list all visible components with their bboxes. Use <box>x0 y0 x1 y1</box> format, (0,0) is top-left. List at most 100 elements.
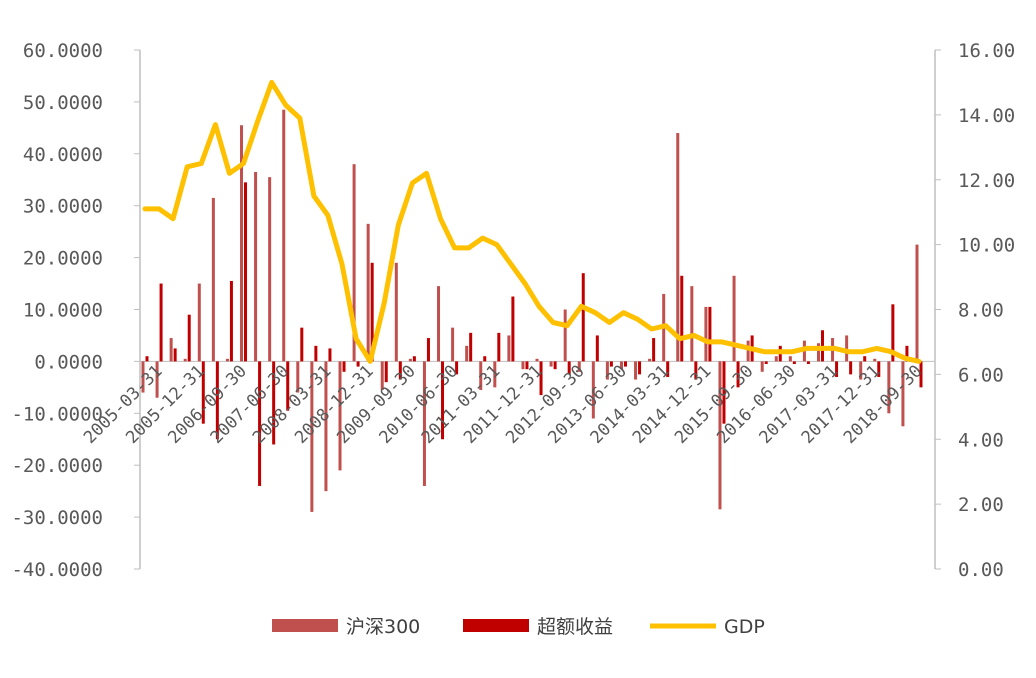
bar-excess <box>229 280 233 362</box>
bar-excess <box>820 330 824 362</box>
left-tick-label: 20.0000 <box>23 248 103 270</box>
bar-excess <box>595 335 599 362</box>
bar-excess <box>398 361 402 380</box>
bar-excess <box>469 332 473 362</box>
bar-excess <box>370 262 374 362</box>
bar-excess <box>666 361 670 377</box>
left-tick-label: 60.0000 <box>23 40 103 62</box>
bar-hs300 <box>155 361 159 398</box>
left-tick-label: 0.0000 <box>34 351 103 373</box>
bar-excess <box>328 348 332 362</box>
bar-hs300 <box>873 358 877 362</box>
bar-excess <box>173 348 177 362</box>
left-tick-label: 30.0000 <box>23 196 103 218</box>
bar-hs300 <box>549 361 553 367</box>
bar-hs300 <box>591 361 595 419</box>
legend-swatch-hs300 <box>272 619 338 632</box>
bar-hs300 <box>760 361 764 372</box>
bar-excess <box>314 345 318 362</box>
bar-hs300 <box>577 361 581 372</box>
bar-excess <box>201 361 205 424</box>
bar-excess <box>300 327 304 362</box>
right-axis-ticks: 16.00 14.00 12.00 10.00 8.00 6.00 4.00 2.00 0.00 <box>935 40 1015 581</box>
bar-hs300 <box>718 361 722 510</box>
bar-hs300 <box>845 335 849 362</box>
bar-hs300 <box>338 361 342 471</box>
left-tick-label: -10.0000 <box>11 403 103 425</box>
right-tick-label: 0.00 <box>958 559 1004 581</box>
bar-hs300 <box>240 125 244 362</box>
legend-label-gdp: GDP <box>724 616 765 638</box>
bar-excess <box>708 306 712 362</box>
bar-hs300 <box>211 197 215 362</box>
left-tick-label: 10.0000 <box>23 300 103 322</box>
bar-excess <box>722 361 726 424</box>
bar-excess <box>215 361 219 440</box>
bar-excess <box>736 361 740 388</box>
legend-label-excess: 超额收益 <box>537 616 613 638</box>
bar-hs300 <box>634 361 638 380</box>
bar-hs300 <box>141 361 145 393</box>
left-axis-ticks: 60.0000 50.0000 40.0000 30.0000 20.0000 10.00… <box>11 40 140 581</box>
bar-hs300 <box>704 306 708 362</box>
bar-hs300 <box>535 358 539 362</box>
bar-excess <box>286 361 290 411</box>
legend: 沪深300 超额收益 GDP <box>272 616 765 638</box>
right-tick-label: 4.00 <box>958 429 1004 451</box>
bar-excess <box>384 361 388 383</box>
right-tick-label: 10.00 <box>958 235 1015 257</box>
bar-hs300 <box>394 262 398 362</box>
bar-hs300 <box>521 361 525 370</box>
x-axis-ticks: 2005-03-312005-12-312006-09-302007-06-30… <box>80 361 926 448</box>
bar-hs300 <box>859 361 863 380</box>
series-excess-bars <box>145 182 923 486</box>
bar-hs300 <box>451 327 455 362</box>
bar-hs300 <box>437 286 441 362</box>
bar-hs300 <box>493 361 497 388</box>
right-tick-label: 12.00 <box>958 170 1015 192</box>
bar-hs300 <box>380 361 384 390</box>
bar-hs300 <box>268 177 272 362</box>
legend-label-hs300: 沪深300 <box>346 616 420 638</box>
bar-excess <box>525 361 529 370</box>
bar-excess <box>863 356 867 362</box>
bar-hs300 <box>915 244 919 362</box>
bar-excess <box>623 361 627 367</box>
bar-excess <box>441 361 445 440</box>
bar-excess <box>553 361 557 370</box>
series-gdp-line <box>142 79 922 364</box>
bar-hs300 <box>408 358 412 362</box>
bar-excess <box>764 361 768 364</box>
bar-hs300 <box>648 358 652 362</box>
bar-excess <box>159 283 163 362</box>
bar-excess <box>342 361 346 372</box>
bar-hs300 <box>816 343 820 362</box>
bar-hs300 <box>324 361 328 492</box>
bar-excess <box>680 275 684 362</box>
bar-excess <box>694 361 698 380</box>
bar-excess <box>455 361 459 375</box>
legend-swatch-excess <box>463 619 529 632</box>
bar-hs300 <box>183 358 187 362</box>
bar-excess <box>891 304 895 362</box>
bar-hs300 <box>690 286 694 362</box>
bar-hs300 <box>465 345 469 362</box>
bar-hs300 <box>225 358 229 362</box>
bar-hs300 <box>422 361 426 486</box>
bar-hs300 <box>197 283 201 362</box>
bar-hs300 <box>605 361 609 380</box>
bar-excess <box>145 356 149 362</box>
bar-excess <box>244 182 248 362</box>
bar-excess <box>497 332 501 362</box>
bar-hs300 <box>901 361 905 427</box>
bar-hs300 <box>479 361 483 390</box>
bar-hs300 <box>366 223 370 362</box>
right-tick-label: 16.00 <box>958 40 1015 62</box>
right-tick-label: 6.00 <box>958 364 1004 386</box>
bar-excess <box>511 296 515 362</box>
bar-hs300 <box>310 361 314 512</box>
bar-hs300 <box>563 309 567 362</box>
left-tick-label: -30.0000 <box>11 507 103 529</box>
right-tick-label: 2.00 <box>958 494 1004 516</box>
